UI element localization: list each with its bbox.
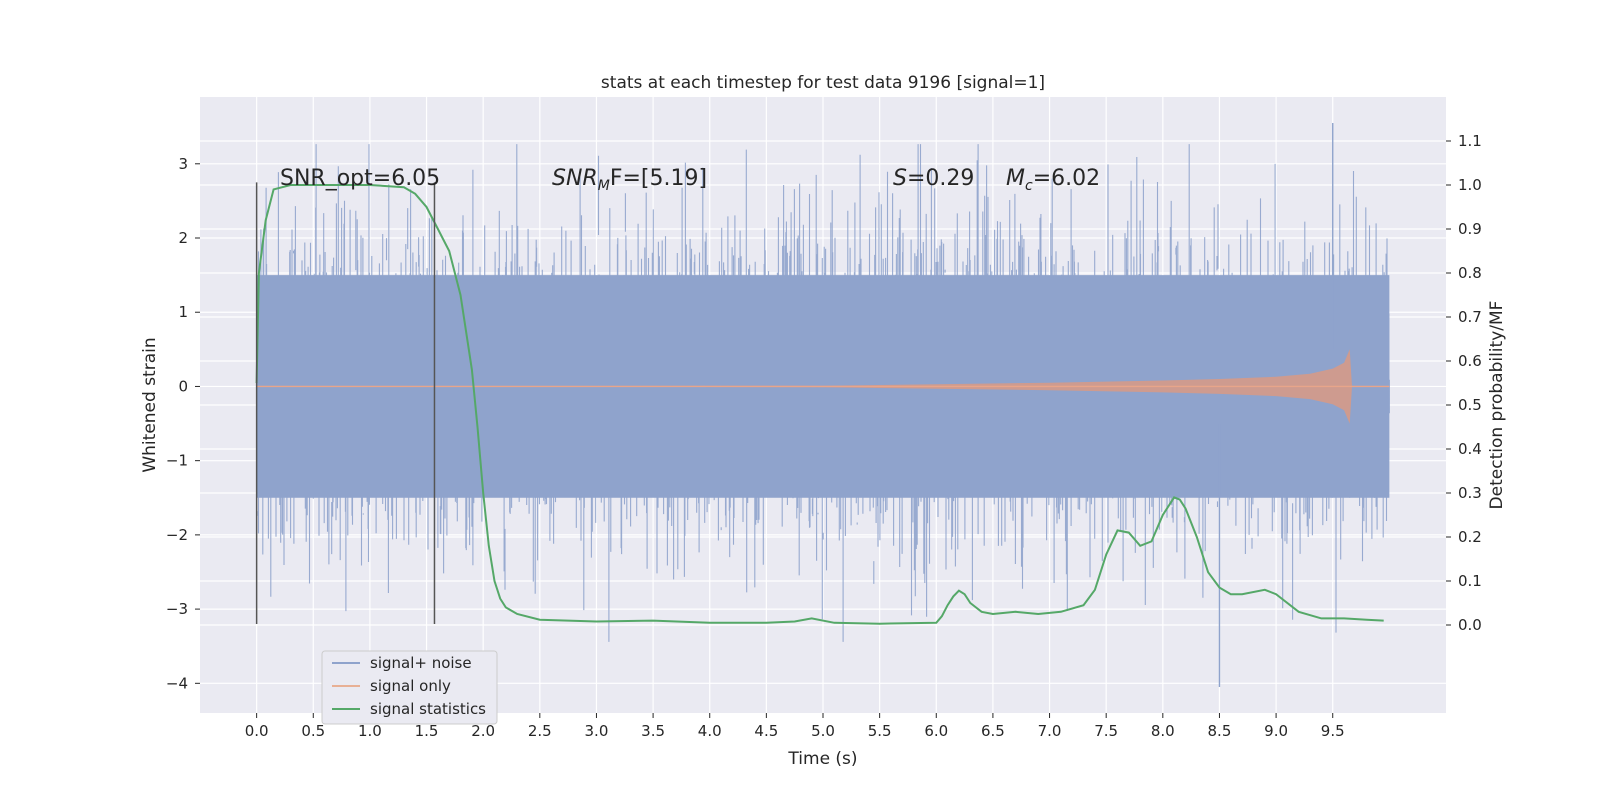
x-tick-label: 8.0 (1151, 722, 1175, 740)
y2-tick-label: 0.4 (1458, 440, 1482, 458)
x-tick-label: 4.5 (754, 722, 778, 740)
x-tick-label: 6.0 (924, 722, 948, 740)
x-tick-label: 4.0 (698, 722, 722, 740)
legend: signal+ noise signal only signal statist… (321, 650, 498, 725)
signal-only-series (256, 349, 1390, 424)
x-tick-label: 3.0 (585, 722, 609, 740)
x-tick-label: 9.0 (1264, 722, 1288, 740)
y2-tick-label: 0.0 (1458, 616, 1482, 634)
x-tick-label: 1.5 (415, 722, 439, 740)
annotation-snr-mf-rest: F=[5.19] (610, 166, 707, 191)
y-tick-label: 3 (178, 155, 188, 173)
y2-tick-label: 1.0 (1458, 176, 1482, 194)
annotation-mc-sub: c (1025, 178, 1033, 194)
annotation-snr-opt: SNR_opt=6.05 (280, 166, 440, 191)
vertical-markers (255, 182, 436, 624)
x-tick-label: 6.5 (981, 722, 1005, 740)
legend-label-noise: signal+ noise (370, 654, 472, 672)
y-tick-label: −4 (166, 674, 188, 692)
y2-tick-label: 0.7 (1458, 308, 1482, 326)
y2-tick-label: 0.3 (1458, 484, 1482, 502)
x-tick-label: 5.5 (868, 722, 892, 740)
annotation-mc: Mc=6.02 (1006, 166, 1100, 194)
y2-tick-label: 0.6 (1458, 352, 1482, 370)
x-axis-label: Time (s) (787, 749, 857, 769)
x-tick-label: 1.0 (358, 722, 382, 740)
y-tick-label: −1 (166, 452, 188, 470)
x-tick-label: 0.5 (301, 722, 325, 740)
statistics-series (255, 184, 1384, 625)
annotation-s-rest: =0.29 (907, 166, 974, 191)
y-axis-label: Whitened strain (140, 337, 160, 472)
x-tick-label: 7.5 (1094, 722, 1118, 740)
statistics-line (255, 184, 1384, 625)
y-tick-label: 2 (178, 229, 188, 247)
x-tick-label: 2.5 (528, 722, 552, 740)
y2-axis-label: Detection probability/MF (1487, 301, 1507, 510)
annotation-mc-rest: =6.02 (1033, 166, 1100, 191)
x-tick-label: 3.5 (641, 722, 665, 740)
y-tick-label: 0 (178, 377, 188, 395)
annotation-s: S=0.29 (893, 166, 974, 191)
y2-tick-label: 0.2 (1458, 528, 1482, 546)
legend-label-stats: signal statistics (370, 700, 486, 718)
x-tick-label: 9.5 (1321, 722, 1345, 740)
y2-tick-label: 0.5 (1458, 396, 1482, 414)
legend-label-signal: signal only (370, 677, 451, 695)
y2-tick-label: 1.1 (1458, 132, 1482, 150)
x-tick-label: 0.0 (245, 722, 269, 740)
y2-tick-label: 0.8 (1458, 264, 1482, 282)
y2-tick-label: 0.9 (1458, 220, 1482, 238)
legend-box (321, 650, 498, 725)
x-tick-label: 7.0 (1038, 722, 1062, 740)
y-tick-label: −2 (166, 526, 188, 544)
annotation-s-main: S (893, 166, 907, 191)
annotation-snr-mf: SNRMF=[5.19] (552, 166, 707, 194)
y-tick-label: −3 (166, 600, 188, 618)
x-tick-label: 2.0 (471, 722, 495, 740)
chart-title: stats at each timestep for test data 919… (601, 73, 1045, 93)
annotation-snr-mf-sub: M (598, 178, 610, 194)
x-tick-label: 5.0 (811, 722, 835, 740)
y2-tick-label: 0.1 (1458, 572, 1482, 590)
x-tick-label: 8.5 (1208, 722, 1232, 740)
annotation-snr-mf-main: SNR (552, 166, 598, 191)
tick-labels: 0.0 0.5 1.0 1.5 2.0 2.5 3.0 3.5 4.0 4.5 5.0 5.5 6.0 6… (166, 132, 1482, 740)
annotation-mc-main: M (1006, 166, 1025, 191)
y-tick-label: 1 (178, 303, 188, 321)
